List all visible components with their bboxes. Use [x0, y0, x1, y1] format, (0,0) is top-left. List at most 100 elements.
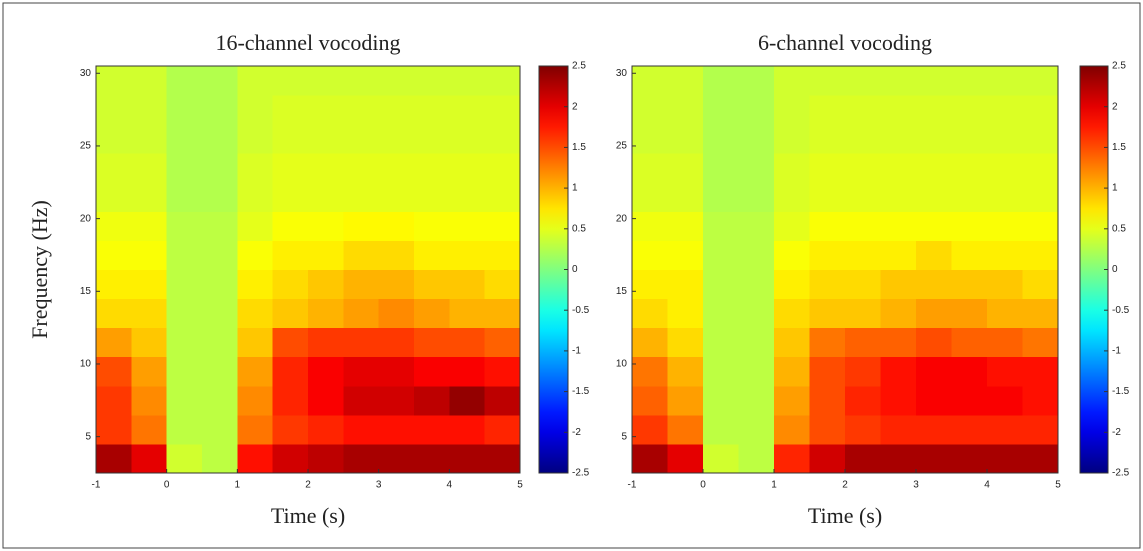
heat-cell — [237, 124, 274, 154]
heat-cell — [449, 211, 486, 241]
heat-cell — [987, 414, 1023, 445]
heat-cell — [632, 443, 668, 474]
heat-cell — [484, 269, 521, 300]
heat-cell — [667, 269, 704, 300]
heat-cell — [916, 327, 952, 358]
heat-cell — [632, 269, 668, 300]
heat-cell — [916, 153, 952, 183]
heat-cell — [272, 182, 309, 212]
heat-cell — [484, 153, 521, 183]
heat-cell — [96, 211, 132, 241]
heat-cell — [308, 356, 344, 387]
heat-cell — [166, 211, 203, 241]
heat-cell — [809, 298, 846, 329]
heat-cell — [308, 414, 344, 445]
x-tick-label: -1 — [628, 480, 637, 491]
colorbar-tick-label: -2 — [572, 427, 581, 438]
heat-cell — [738, 95, 775, 125]
heat-cell — [343, 269, 380, 300]
heat-cell — [484, 327, 521, 358]
heat-cell — [378, 153, 415, 183]
heat-cell — [414, 211, 450, 241]
heat-cell — [484, 124, 521, 154]
heat-cell — [272, 95, 309, 125]
heat-cell — [845, 269, 881, 300]
heat-cell — [131, 356, 168, 387]
heat-cell — [632, 414, 668, 445]
heat-cell — [237, 327, 274, 358]
x-tick-label: 5 — [1055, 480, 1061, 491]
heat-cell — [632, 356, 668, 387]
heat-cell — [774, 356, 810, 387]
heat-cell — [343, 66, 380, 96]
heat-cell — [378, 124, 415, 154]
heat-cell — [987, 66, 1023, 96]
heat-cell — [131, 298, 168, 329]
colorbar-tick-label: -2.5 — [572, 468, 590, 479]
heat-cell — [880, 153, 917, 183]
heat-cell — [449, 240, 486, 270]
heat-cell — [96, 298, 132, 329]
heat-cell — [378, 95, 415, 125]
colorbar-tick-label: -0.5 — [572, 305, 590, 316]
x-tick-label: 2 — [842, 480, 848, 491]
x-tick-label: 3 — [376, 480, 382, 491]
heat-cell — [667, 95, 704, 125]
heat-cell — [667, 385, 704, 416]
heat-cell — [703, 443, 739, 474]
heat-cell — [667, 327, 704, 358]
heat-cell — [880, 124, 917, 154]
heat-cell — [951, 443, 988, 474]
heat-cell — [916, 269, 952, 300]
heat-cell — [484, 66, 521, 96]
heat-cell — [845, 66, 881, 96]
heat-cell — [916, 414, 952, 445]
x-axis-label: Time (s) — [808, 503, 882, 528]
heat-cell — [449, 414, 486, 445]
heat-cell — [343, 211, 380, 241]
heat-cell — [774, 240, 810, 270]
heat-cell — [632, 95, 668, 125]
colorbar-tick-label: 1.5 — [572, 142, 586, 153]
y-tick-label: 10 — [616, 359, 628, 370]
heat-cell — [738, 211, 775, 241]
x-tick-label: 4 — [984, 480, 990, 491]
heat-cell — [774, 124, 810, 154]
heat-cell — [414, 269, 450, 300]
heat-cell — [414, 66, 450, 96]
heat-cell — [667, 298, 704, 329]
heat-cell — [308, 182, 344, 212]
y-tick-label: 15 — [616, 286, 628, 297]
heat-cell — [632, 124, 668, 154]
heat-cell — [703, 182, 739, 212]
heat-cell — [916, 356, 952, 387]
heat-cell — [414, 182, 450, 212]
heat-cell — [308, 211, 344, 241]
heat-cell — [951, 298, 988, 329]
heat-cell — [845, 124, 881, 154]
heat-cell — [378, 385, 415, 416]
heat-cell — [738, 298, 775, 329]
heat-cell — [378, 356, 415, 387]
heat-cell — [703, 269, 739, 300]
heat-cell — [951, 356, 988, 387]
heat-cell — [414, 443, 450, 474]
x-tick-label: 1 — [771, 480, 777, 491]
heat-cell — [774, 269, 810, 300]
x-axis-label: Time (s) — [271, 503, 345, 528]
heat-cell — [1022, 298, 1059, 329]
heat-cell — [880, 443, 917, 474]
heat-cell — [774, 182, 810, 212]
heat-cell — [987, 385, 1023, 416]
heat-cell — [809, 443, 846, 474]
heat-cell — [237, 240, 274, 270]
heat-cell — [237, 356, 274, 387]
heat-cell — [166, 269, 203, 300]
heat-cell — [845, 211, 881, 241]
heat-cell — [738, 124, 775, 154]
heat-cell — [774, 66, 810, 96]
heat-cell — [308, 95, 344, 125]
heat-cell — [166, 66, 203, 96]
heat-cell — [916, 240, 952, 270]
heat-cell — [202, 356, 238, 387]
